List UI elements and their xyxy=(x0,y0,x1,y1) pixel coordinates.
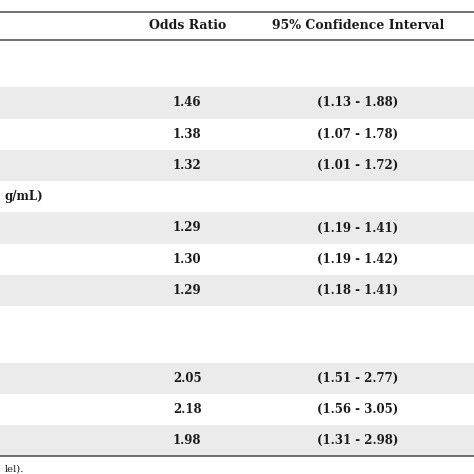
Text: (1.01 - 1.72): (1.01 - 1.72) xyxy=(317,159,399,172)
FancyBboxPatch shape xyxy=(0,244,474,275)
Text: (1.31 - 2.98): (1.31 - 2.98) xyxy=(317,434,399,447)
Text: (1.56 - 3.05): (1.56 - 3.05) xyxy=(317,403,399,416)
Text: 1.38: 1.38 xyxy=(173,128,201,141)
Text: g/mL): g/mL) xyxy=(5,190,43,203)
FancyBboxPatch shape xyxy=(0,306,474,363)
FancyBboxPatch shape xyxy=(0,363,474,394)
FancyBboxPatch shape xyxy=(0,275,474,306)
Text: lel).: lel). xyxy=(5,465,24,474)
Text: 1.29: 1.29 xyxy=(173,284,201,297)
FancyBboxPatch shape xyxy=(0,181,474,212)
Text: (1.19 - 1.41): (1.19 - 1.41) xyxy=(317,221,399,235)
FancyBboxPatch shape xyxy=(0,40,474,87)
Text: 1.32: 1.32 xyxy=(173,159,201,172)
FancyBboxPatch shape xyxy=(0,425,474,456)
Text: 1.98: 1.98 xyxy=(173,434,201,447)
Text: Odds Ratio: Odds Ratio xyxy=(149,19,226,32)
Text: 1.46: 1.46 xyxy=(173,96,201,109)
FancyBboxPatch shape xyxy=(0,150,474,181)
FancyBboxPatch shape xyxy=(0,212,474,244)
FancyBboxPatch shape xyxy=(0,118,474,150)
Text: (1.13 - 1.88): (1.13 - 1.88) xyxy=(317,96,399,109)
Text: 2.05: 2.05 xyxy=(173,372,201,385)
Text: 95% Confidence Interval: 95% Confidence Interval xyxy=(272,19,444,32)
FancyBboxPatch shape xyxy=(0,394,474,425)
Text: (1.51 - 2.77): (1.51 - 2.77) xyxy=(317,372,399,385)
Text: (1.18 - 1.41): (1.18 - 1.41) xyxy=(317,284,399,297)
Text: (1.19 - 1.42): (1.19 - 1.42) xyxy=(317,253,399,266)
Text: 1.30: 1.30 xyxy=(173,253,201,266)
Text: 1.29: 1.29 xyxy=(173,221,201,235)
Text: (1.07 - 1.78): (1.07 - 1.78) xyxy=(317,128,399,141)
FancyBboxPatch shape xyxy=(0,87,474,118)
Text: 2.18: 2.18 xyxy=(173,403,201,416)
